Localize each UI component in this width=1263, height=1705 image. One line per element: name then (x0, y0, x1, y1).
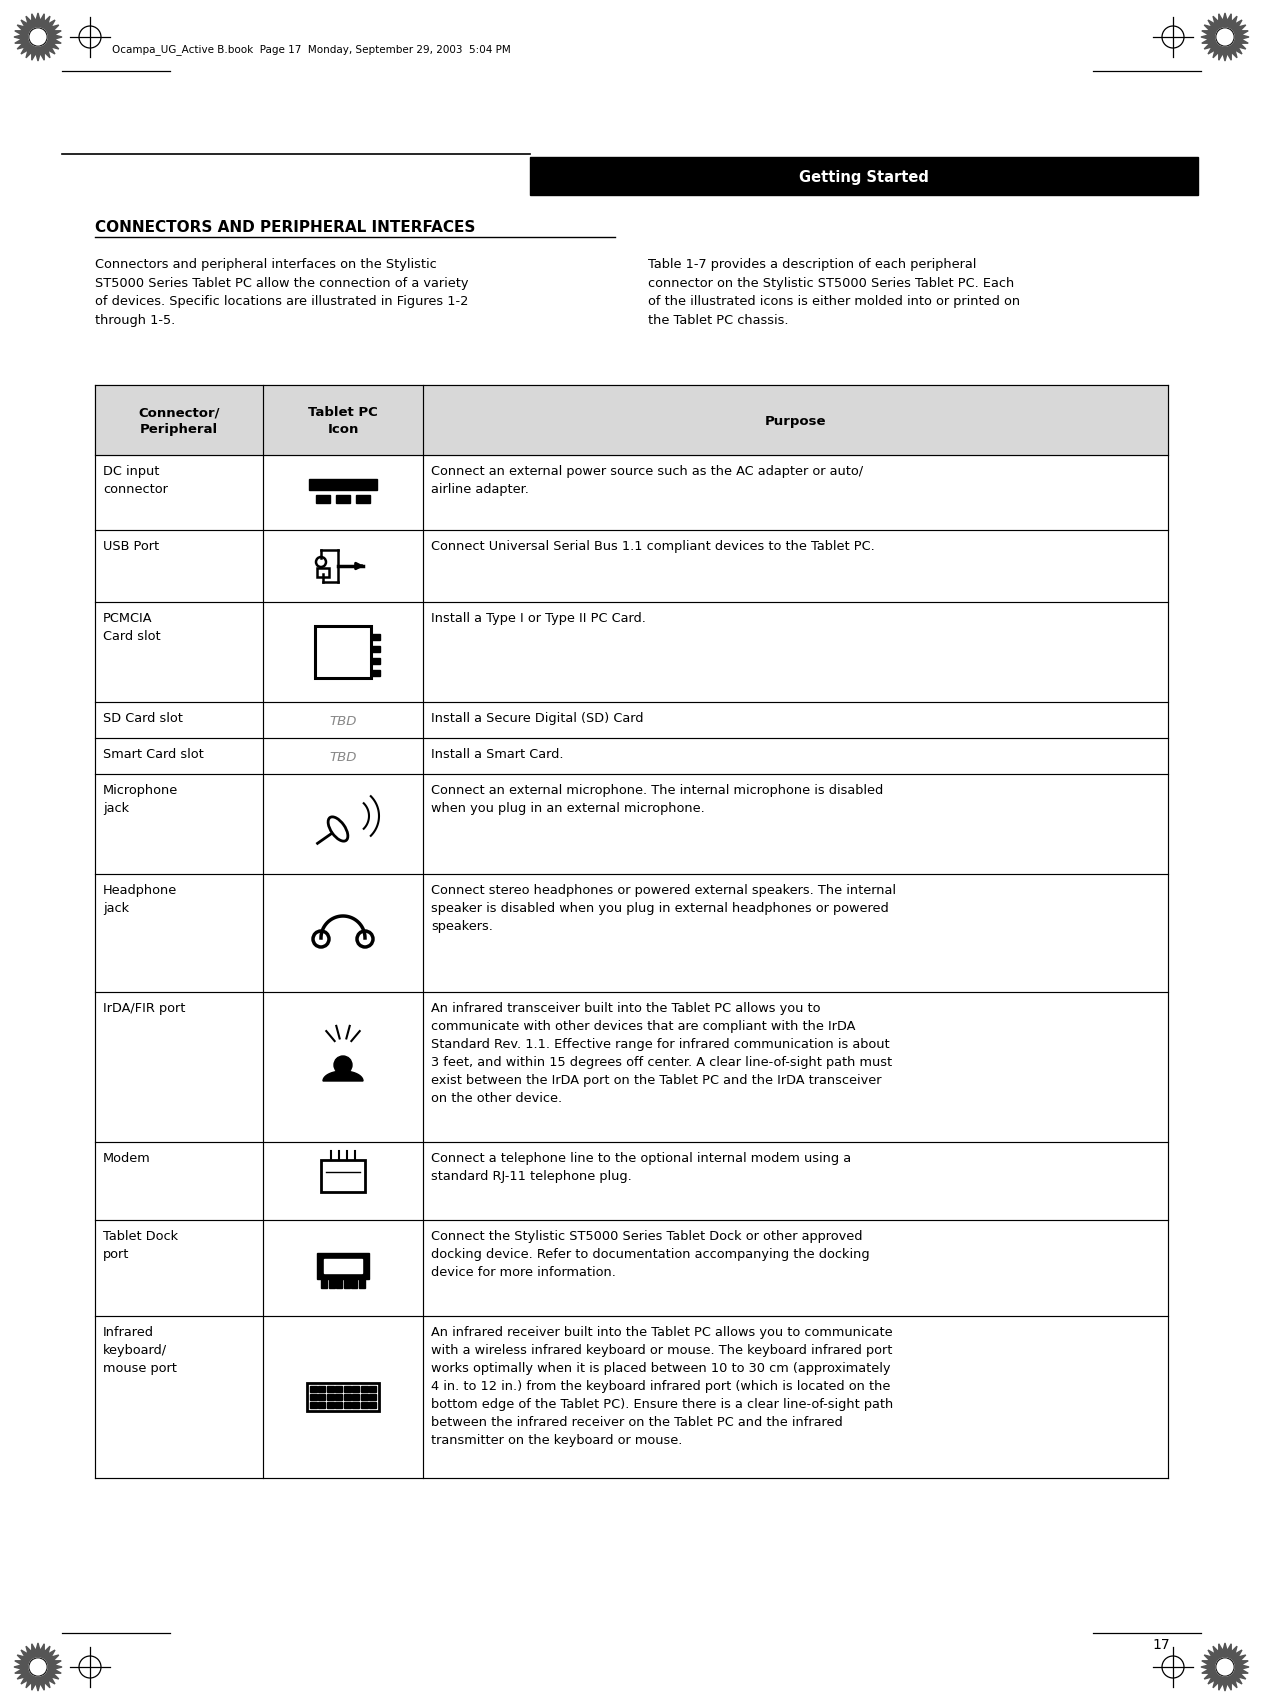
Polygon shape (14, 1644, 62, 1691)
Text: TBD: TBD (330, 714, 356, 726)
Bar (309, 479, 376, 491)
Bar (369, 1386, 376, 1393)
Circle shape (29, 29, 47, 48)
Bar (359, 1279, 365, 1289)
Text: Tablet Dock
port: Tablet Dock port (104, 1229, 178, 1260)
Circle shape (333, 1057, 352, 1074)
Bar (309, 1395, 317, 1400)
Polygon shape (1201, 1644, 1249, 1691)
Bar (369, 1395, 376, 1400)
Bar (344, 1386, 351, 1393)
Bar (336, 1279, 342, 1289)
Bar (95, 385, 1168, 455)
Text: Table 1-7 provides a description of each peripheral
connector on the Stylistic S: Table 1-7 provides a description of each… (648, 257, 1021, 326)
Bar (371, 634, 380, 641)
Bar (335, 1402, 342, 1408)
Bar (352, 1402, 359, 1408)
Bar (327, 1395, 333, 1400)
Bar (325, 1260, 362, 1274)
Bar (356, 494, 370, 503)
Text: Smart Card slot: Smart Card slot (104, 747, 203, 760)
Text: Connector/
Peripheral: Connector/ Peripheral (138, 406, 220, 436)
Text: Connect a telephone line to the optional internal modem using a
standard RJ-11 t: Connect a telephone line to the optional… (431, 1151, 851, 1182)
Text: Microphone
jack: Microphone jack (104, 784, 178, 815)
Bar (321, 1279, 327, 1289)
Bar (335, 1386, 342, 1393)
Bar (352, 1395, 359, 1400)
Text: Modem: Modem (104, 1151, 150, 1165)
Text: Tablet PC
Icon: Tablet PC Icon (308, 406, 378, 436)
Bar (317, 569, 328, 578)
Bar (314, 627, 371, 679)
Text: CONNECTORS AND PERIPHERAL INTERFACES: CONNECTORS AND PERIPHERAL INTERFACES (95, 220, 475, 235)
Text: Connect an external power source such as the AC adapter or auto/
airline adapter: Connect an external power source such as… (431, 465, 863, 496)
Bar (344, 1395, 351, 1400)
Polygon shape (1201, 14, 1249, 61)
Bar (307, 1383, 379, 1412)
Bar (317, 1253, 369, 1279)
Text: Ocampa_UG_Active B.book  Page 17  Monday, September 29, 2003  5:04 PM: Ocampa_UG_Active B.book Page 17 Monday, … (112, 44, 510, 56)
Text: Connect the Stylistic ST5000 Series Tablet Dock or other approved
docking device: Connect the Stylistic ST5000 Series Tabl… (431, 1229, 870, 1279)
Text: Install a Type I or Type II PC Card.: Install a Type I or Type II PC Card. (431, 612, 645, 624)
Polygon shape (323, 1071, 362, 1081)
Text: DC input
connector: DC input connector (104, 465, 168, 496)
Text: Getting Started: Getting Started (799, 169, 930, 184)
Text: Connect stereo headphones or powered external speakers. The internal
speaker is : Connect stereo headphones or powered ext… (431, 883, 895, 933)
Text: Install a Secure Digital (SD) Card: Install a Secure Digital (SD) Card (431, 711, 644, 725)
Bar (361, 1402, 368, 1408)
Bar (371, 646, 380, 653)
Bar (316, 494, 330, 503)
Polygon shape (14, 14, 62, 61)
Bar (318, 1386, 326, 1393)
Text: Infrared
keyboard/
mouse port: Infrared keyboard/ mouse port (104, 1325, 177, 1374)
Text: An infrared transceiver built into the Tablet PC allows you to
communicate with : An infrared transceiver built into the T… (431, 1001, 892, 1105)
Text: TBD: TBD (330, 750, 356, 764)
Bar (321, 1161, 365, 1192)
Bar (371, 670, 380, 677)
Text: Connectors and peripheral interfaces on the Stylistic
ST5000 Series Tablet PC al: Connectors and peripheral interfaces on … (95, 257, 469, 326)
Bar (309, 1386, 317, 1393)
Text: Connect an external microphone. The internal microphone is disabled
when you plu: Connect an external microphone. The inte… (431, 784, 883, 815)
Bar (336, 494, 350, 503)
Bar (352, 1386, 359, 1393)
Circle shape (1216, 29, 1234, 48)
Bar (344, 1279, 350, 1289)
Bar (371, 658, 380, 665)
Bar (530, 159, 1199, 196)
Bar (318, 1395, 326, 1400)
Bar (351, 1279, 357, 1289)
Text: IrDA/FIR port: IrDA/FIR port (104, 1001, 186, 1014)
Bar (328, 1279, 335, 1289)
Circle shape (29, 1657, 47, 1676)
Bar (318, 1402, 326, 1408)
Text: PCMCIA
Card slot: PCMCIA Card slot (104, 612, 160, 643)
Text: Connect Universal Serial Bus 1.1 compliant devices to the Tablet PC.: Connect Universal Serial Bus 1.1 complia… (431, 540, 875, 552)
Text: An infrared receiver built into the Tablet PC allows you to communicate
with a w: An infrared receiver built into the Tabl… (431, 1325, 893, 1446)
Text: 17: 17 (1152, 1637, 1170, 1650)
Bar (327, 1402, 333, 1408)
Text: Headphone
jack: Headphone jack (104, 883, 177, 914)
Bar (335, 1395, 342, 1400)
Bar (327, 1386, 333, 1393)
Bar (361, 1386, 368, 1393)
Text: USB Port: USB Port (104, 540, 159, 552)
Text: Purpose: Purpose (765, 414, 826, 428)
Bar (369, 1402, 376, 1408)
Text: Install a Smart Card.: Install a Smart Card. (431, 747, 563, 760)
Bar (344, 1402, 351, 1408)
Bar (361, 1395, 368, 1400)
Circle shape (1216, 1657, 1234, 1676)
Bar (309, 1402, 317, 1408)
Text: SD Card slot: SD Card slot (104, 711, 183, 725)
